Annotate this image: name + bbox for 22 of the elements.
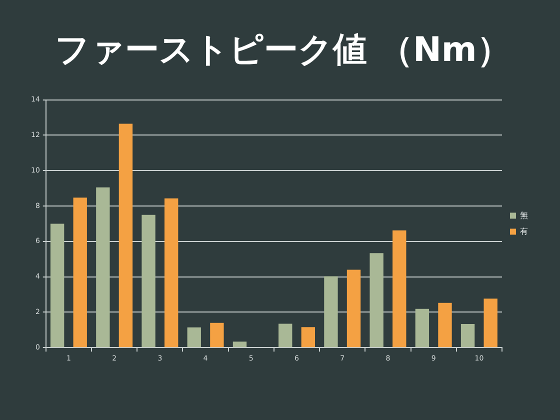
- bar: [50, 224, 64, 348]
- bar: [438, 302, 452, 348]
- bar: [210, 322, 224, 348]
- bar: [324, 276, 338, 348]
- bar: [370, 253, 384, 348]
- bar: [164, 198, 178, 348]
- bar: [142, 214, 156, 348]
- bar: [187, 327, 201, 348]
- bar: [278, 324, 292, 348]
- bar: [460, 324, 475, 348]
- bar: [118, 124, 133, 348]
- chart-title: ファーストピーク値 （Nm）: [55, 30, 511, 70]
- bar: [346, 270, 361, 348]
- bar: [415, 308, 430, 348]
- bar: [96, 187, 110, 348]
- bar: [392, 230, 406, 348]
- legend-label: 無: [520, 210, 528, 220]
- bar: [301, 327, 315, 348]
- bar: [484, 298, 498, 348]
- bar: [232, 342, 247, 348]
- legend-label: 有: [520, 226, 528, 236]
- bar: [73, 198, 87, 348]
